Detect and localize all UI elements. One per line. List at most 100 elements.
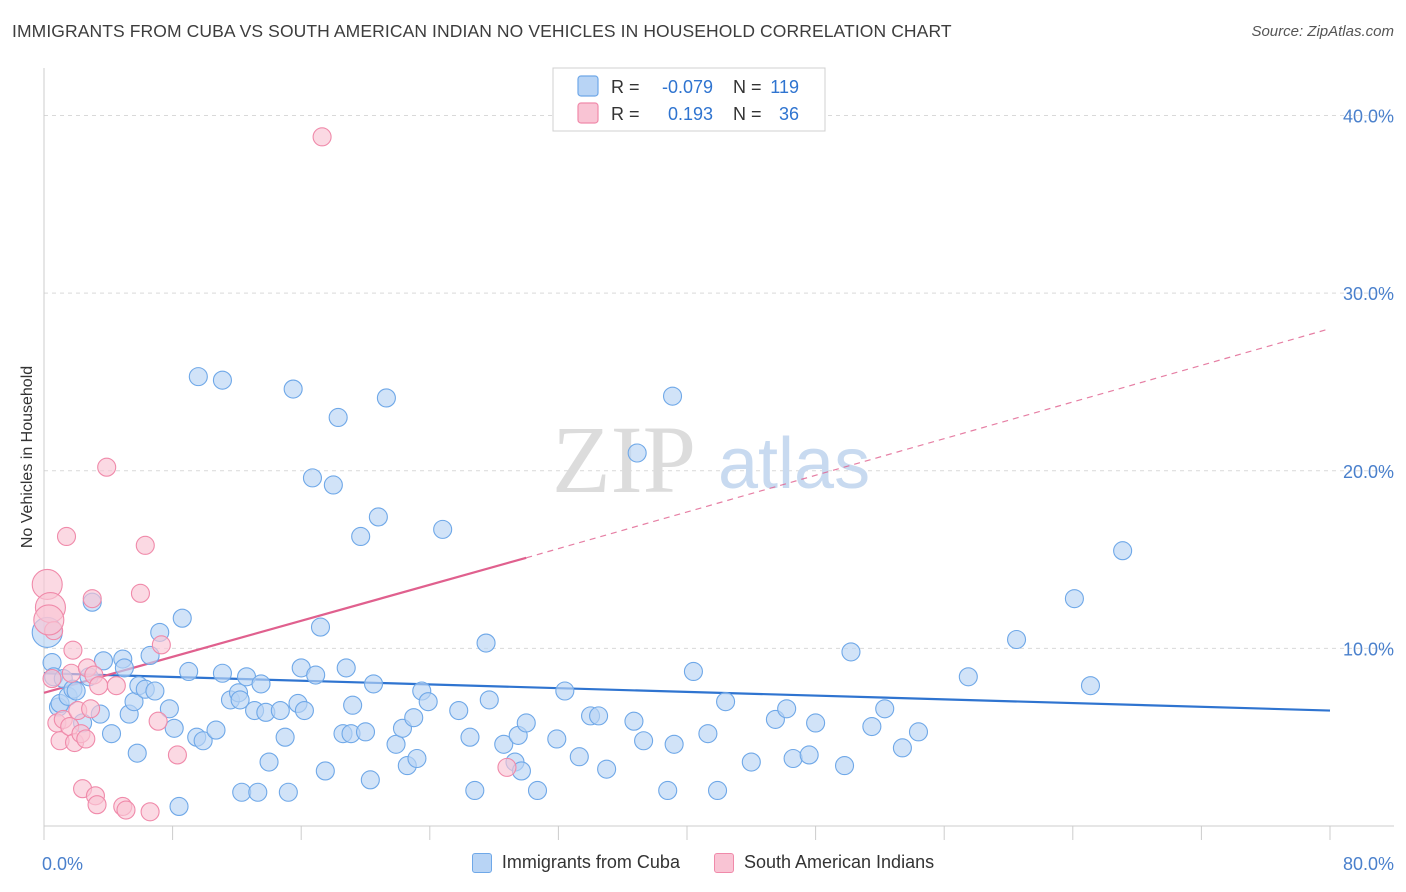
- data-point-sai: [82, 589, 102, 609]
- data-point-sai: [42, 669, 62, 689]
- y-tick-label: 20.0%: [1343, 462, 1394, 482]
- legend-n-label: N =: [733, 77, 762, 97]
- data-point-cuba: [908, 722, 929, 742]
- data-point-cuba: [1006, 629, 1027, 650]
- data-point-cuba: [172, 608, 192, 628]
- data-point-cuba: [310, 617, 331, 637]
- data-point-cuba: [270, 700, 290, 721]
- data-point-cuba: [806, 713, 826, 733]
- data-point-cuba: [404, 708, 424, 728]
- data-point-sai: [167, 745, 187, 765]
- data-point-cuba: [355, 722, 376, 742]
- data-point-cuba: [741, 752, 761, 772]
- data-point-cuba: [407, 748, 427, 769]
- data-point-cuba: [783, 748, 803, 769]
- legend-r-label: R =: [611, 104, 640, 124]
- data-point-cuba: [360, 770, 380, 790]
- data-point-sai: [312, 127, 332, 147]
- data-point-cuba: [386, 734, 406, 754]
- x-tick-label: 0.0%: [42, 854, 83, 874]
- data-point-cuba: [597, 759, 617, 779]
- data-point-cuba: [658, 780, 678, 801]
- legend-r-value: 0.193: [668, 104, 713, 124]
- data-point-cuba: [465, 780, 485, 801]
- data-point-cuba: [1080, 676, 1101, 696]
- data-point-cuba: [664, 734, 684, 754]
- data-point-cuba: [1113, 541, 1133, 561]
- data-point-cuba: [834, 756, 855, 776]
- data-point-cuba: [777, 699, 797, 719]
- trend-lines: [43, 328, 1331, 712]
- legend-swatch-cuba: [471, 852, 492, 873]
- watermark-atlas: atlas: [718, 424, 870, 504]
- data-point-cuba: [799, 745, 819, 765]
- legend-n-value: 119: [770, 77, 799, 97]
- data-point-cuba: [306, 665, 326, 685]
- legend-r-label: R =: [611, 77, 640, 97]
- data-point-cuba: [188, 367, 208, 387]
- data-point-sai: [151, 635, 171, 655]
- trend-line-sai-extended: [526, 328, 1331, 559]
- data-point-cuba: [230, 690, 250, 710]
- legend-item-sai: South American Indians: [713, 852, 935, 873]
- data-point-sai: [63, 640, 83, 660]
- data-point-cuba: [547, 729, 567, 749]
- data-point-cuba: [93, 651, 114, 671]
- data-point-cuba: [460, 727, 480, 747]
- data-point-sai: [140, 802, 160, 822]
- data-point-cuba: [555, 681, 575, 701]
- data-point-cuba: [368, 507, 388, 527]
- data-point-cuba: [206, 720, 226, 740]
- data-point-sai: [130, 583, 150, 603]
- watermark-zip: ZIP: [552, 406, 696, 513]
- data-point-cuba: [193, 731, 213, 751]
- data-point-cuba: [862, 716, 882, 737]
- data-point-cuba: [449, 700, 469, 721]
- data-point-sai: [87, 795, 107, 815]
- y-tick-label: 40.0%: [1343, 107, 1394, 127]
- legend-swatch-cuba: [577, 75, 599, 97]
- data-point-cuba: [275, 727, 295, 747]
- data-points: [31, 127, 1133, 822]
- legend-label-sai: South American Indians: [743, 852, 935, 872]
- data-point-cuba: [323, 475, 343, 495]
- data-point-cuba: [302, 468, 323, 488]
- data-point-cuba: [66, 681, 86, 701]
- data-point-cuba: [589, 706, 609, 726]
- data-point-cuba: [418, 692, 438, 712]
- data-point-cuba: [278, 782, 298, 802]
- legend-swatch-sai: [713, 852, 734, 873]
- x-tick-label: 80.0%: [1343, 854, 1394, 874]
- data-point-cuba: [376, 388, 396, 408]
- data-point-cuba: [145, 681, 165, 701]
- data-point-cuba: [363, 674, 384, 694]
- data-point-cuba: [892, 738, 912, 758]
- data-point-cuba: [343, 695, 363, 715]
- data-point-cuba: [716, 692, 736, 712]
- data-point-cuba: [169, 796, 189, 817]
- data-point-cuba: [683, 661, 703, 682]
- data-point-sai: [148, 711, 168, 731]
- data-point-sai: [116, 800, 136, 820]
- data-point-cuba: [707, 780, 728, 801]
- legend-n-value: 36: [779, 104, 799, 124]
- data-point-cuba: [164, 718, 184, 738]
- data-point-cuba: [328, 407, 348, 428]
- data-point-cuba: [569, 747, 589, 767]
- source-label: Source: ZipAtlas.com: [1251, 23, 1394, 40]
- watermark: ZIP atlas: [552, 406, 870, 513]
- chart-title: IMMIGRANTS FROM CUBA VS SOUTH AMERICAN I…: [12, 21, 952, 41]
- data-point-cuba: [624, 711, 644, 731]
- data-point-sai: [106, 676, 126, 696]
- y-tick-label: 30.0%: [1343, 284, 1394, 304]
- data-point-sai: [135, 535, 155, 555]
- data-point-cuba: [259, 752, 279, 772]
- series-legend: Immigrants from Cuba South American Indi…: [0, 852, 1406, 873]
- data-point-cuba: [101, 724, 122, 744]
- y-tick-label: 10.0%: [1343, 639, 1394, 659]
- legend-n-label: N =: [733, 104, 762, 124]
- data-point-cuba: [875, 699, 895, 719]
- gridlines: [44, 115, 1394, 649]
- data-point-cuba: [494, 734, 514, 754]
